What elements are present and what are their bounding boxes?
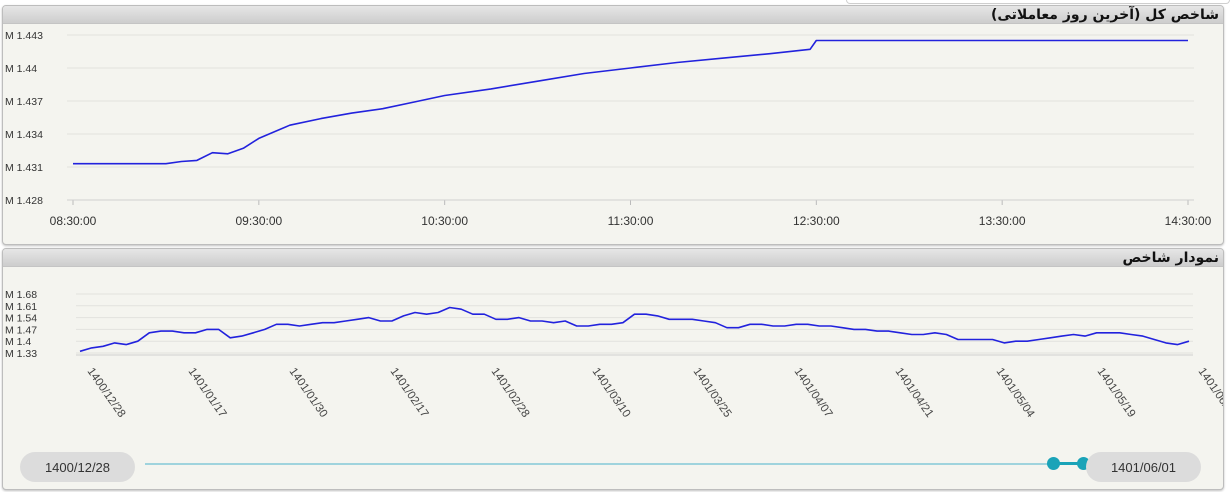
x-tick-label: 1401/04/21: [893, 366, 936, 420]
x-tick-label: 1401/02/28: [489, 366, 532, 420]
index-history-panel: نمودار شاخص M 1.33 M 1.4 M 1.47 M 1.54 M 1.6…: [2, 248, 1224, 490]
index-history-chart: M 1.33M 1.4M 1.47M 1.54M 1.61M 1.68 1400/…: [5, 289, 1224, 421]
history-panel-title: نمودار شاخص: [3, 249, 1223, 267]
x-tick-label: 12:30:00: [793, 214, 840, 228]
y-tick-label: M 1.33: [5, 348, 37, 360]
x-tick-label: 1401/03/10: [590, 366, 633, 420]
x-tick-label: 1400/12/28: [85, 366, 128, 420]
range-slider-track[interactable]: [145, 463, 1083, 465]
x-tick-label: 1401/05/04: [994, 366, 1037, 421]
range-start-handle[interactable]: [1047, 457, 1060, 470]
intraday-index-line: [73, 39, 1188, 165]
x-tick-label: 08:30:00: [50, 214, 97, 228]
range-slider-selection[interactable]: [1053, 462, 1083, 465]
intraday-index-chart: M 1.428 M 1.431 M 1.434 M 1.437 M 1.44 M 1.44…: [5, 30, 1212, 228]
x-tick-label: 1401/01/30: [287, 366, 330, 420]
y-tick-label: M 1.54: [5, 313, 37, 325]
x-tick-label: 09:30:00: [235, 214, 282, 228]
x-tick-label: 1401/04/07: [792, 366, 835, 420]
x-tick-label: 14:30:00: [1165, 214, 1212, 228]
x-tick-label: 10:30:00: [421, 214, 468, 228]
y-tick-label: M 1.443: [5, 30, 43, 42]
range-start-date[interactable]: 1400/12/28: [20, 452, 135, 482]
y-tick-label: M 1.437: [5, 96, 43, 108]
y-tick-label: M 1.61: [5, 301, 37, 313]
index-history-line: [79, 306, 1190, 353]
y-tick-label: M 1.68: [5, 289, 37, 301]
y-tick-label: M 1.431: [5, 162, 43, 174]
x-tick-label: 1401/05/19: [1095, 366, 1138, 420]
y-tick-label: M 1.434: [5, 129, 43, 141]
x-tick-label: 1401/02/17: [388, 366, 431, 420]
x-tick-label: 1401/03/25: [691, 366, 734, 420]
y-tick-label: M 1.428: [5, 195, 43, 207]
intraday-panel-title: شاخص کل (آخرین روز معاملاتی): [3, 6, 1223, 24]
range-end-date[interactable]: 1401/06/01: [1086, 452, 1201, 482]
x-tick-label: 13:30:00: [979, 214, 1026, 228]
y-tick-label: M 1.44: [5, 63, 37, 75]
y-tick-label: M 1.4: [5, 336, 31, 348]
x-tick-label: 1401/06/01: [1196, 366, 1224, 420]
x-tick-label: 11:30:00: [608, 214, 654, 228]
top-tab-edge: [846, 0, 1230, 4]
y-tick-label: M 1.47: [5, 324, 37, 336]
x-tick-label: 1401/01/17: [186, 366, 229, 420]
intraday-index-panel: شاخص کل (آخرین روز معاملاتی) M 1.428 M 1.…: [2, 5, 1224, 245]
